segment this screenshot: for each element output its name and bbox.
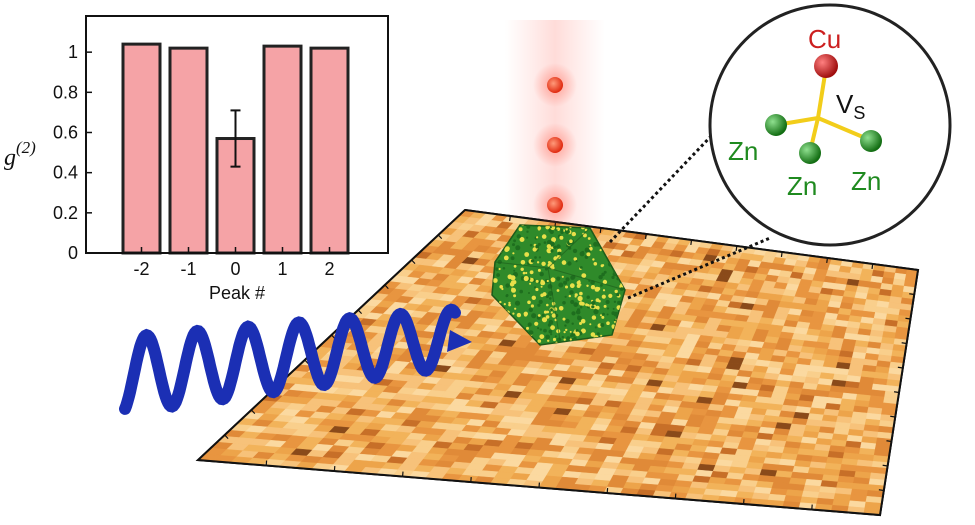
y-tick-label: 1	[68, 42, 78, 62]
zn-atom-icon	[860, 130, 882, 152]
y-tick-label: 0.2	[53, 203, 78, 223]
chart-frame	[85, 15, 389, 254]
cu-label: Cu	[808, 24, 841, 54]
photon-emission	[533, 63, 577, 227]
y-tick-label: 0	[68, 243, 78, 263]
x-tick-label: -1	[180, 259, 196, 279]
y-tick-label: 0.4	[53, 163, 78, 183]
zn-label-left: Zn	[728, 136, 758, 166]
photon-icon	[547, 197, 563, 213]
photon-icon	[547, 137, 563, 153]
g2-bar-chart: 0 0.2 0.4 0.6 0.8 1 -2 -1 0 1 2 g(2) Peak #	[4, 15, 389, 303]
y-tick-label: 0.8	[53, 82, 78, 102]
bar	[309, 46, 350, 255]
bar	[121, 42, 162, 255]
zoom-line-bottom	[627, 236, 771, 300]
zn-label-middle: Zn	[787, 171, 817, 201]
zn-label-right: Zn	[851, 166, 881, 196]
x-axis-label: Peak #	[209, 283, 265, 303]
x-tick-label: -2	[133, 259, 149, 279]
x-tick-label: 2	[324, 259, 334, 279]
zn-atom-icon	[799, 142, 821, 164]
y-tick-label: 0.6	[53, 122, 78, 142]
x-tick-label: 1	[277, 259, 287, 279]
defect-inset: Cu VS Zn Zn Zn	[708, 3, 952, 247]
light-wave-arrow-icon	[119, 303, 472, 415]
x-tick-label: 0	[230, 259, 240, 279]
cu-atom-icon	[814, 54, 838, 78]
error-bar	[230, 109, 241, 168]
vacancy-label: VS	[836, 89, 865, 123]
bar	[262, 44, 303, 255]
zn-atom-icon	[765, 114, 787, 136]
photon-icon	[547, 77, 563, 93]
y-axis-label: g(2)	[4, 138, 36, 171]
bar	[168, 46, 209, 255]
